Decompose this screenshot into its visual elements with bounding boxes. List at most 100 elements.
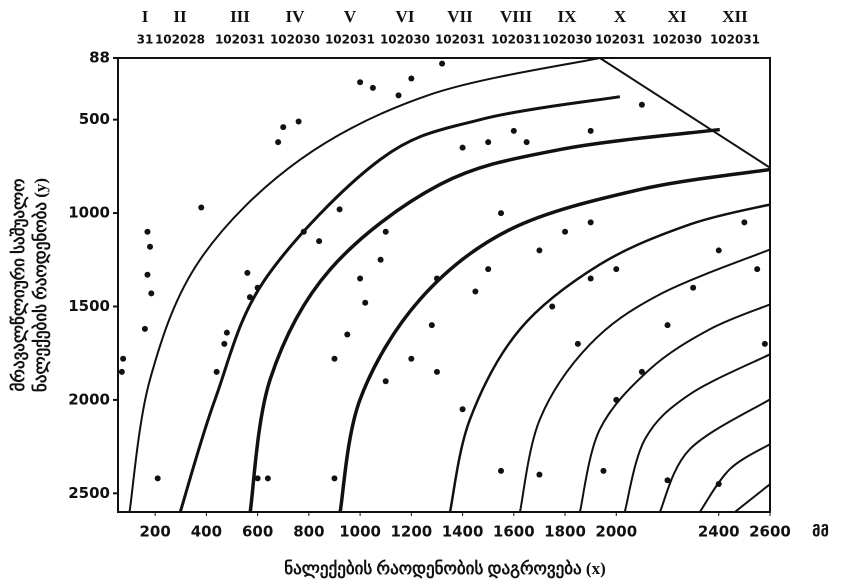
day-label: 102031 bbox=[435, 33, 485, 47]
data-point bbox=[754, 266, 761, 273]
data-point bbox=[221, 340, 228, 347]
data-point bbox=[485, 139, 492, 146]
month-label: II bbox=[173, 7, 187, 26]
day-label: 102030 bbox=[380, 33, 430, 47]
isoline bbox=[448, 203, 771, 513]
day-label: 31 bbox=[137, 33, 154, 47]
data-point bbox=[246, 294, 253, 301]
x-axis-label: ნალექების რაოდენობის დაგროვება (x) bbox=[284, 559, 606, 579]
month-label: IV bbox=[286, 7, 306, 26]
data-point bbox=[523, 139, 530, 146]
y-tick-label: 1000 bbox=[68, 204, 110, 222]
data-point bbox=[377, 256, 384, 263]
data-point bbox=[638, 368, 645, 375]
y-axis-label: მრავალწლიური საშუალო bbox=[9, 179, 29, 392]
month-label: I bbox=[142, 7, 149, 26]
y-axis-label: ნალექების რაოდენობა (y) bbox=[31, 178, 51, 392]
x-unit: მმ bbox=[812, 523, 829, 541]
data-point bbox=[120, 355, 127, 362]
data-point bbox=[613, 266, 620, 273]
y-tick-label: 2000 bbox=[68, 390, 110, 408]
month-label: X bbox=[614, 7, 627, 26]
data-point bbox=[147, 243, 154, 250]
isoline bbox=[599, 57, 771, 169]
x-tick-label: 1200 bbox=[390, 523, 432, 541]
data-point bbox=[498, 467, 505, 474]
data-point bbox=[536, 471, 543, 478]
day-label: 102031 bbox=[710, 33, 760, 47]
isoline bbox=[698, 443, 771, 513]
data-point bbox=[587, 275, 594, 282]
data-point bbox=[408, 75, 415, 82]
data-point bbox=[664, 322, 671, 329]
data-point bbox=[357, 79, 364, 86]
data-point bbox=[600, 467, 607, 474]
data-point bbox=[428, 322, 435, 329]
month-label: VIII bbox=[500, 7, 533, 26]
x-tick-label: 2600 bbox=[749, 523, 791, 541]
isoline bbox=[128, 57, 600, 513]
month-label: XII bbox=[722, 7, 748, 26]
data-point bbox=[336, 206, 343, 213]
data-point bbox=[331, 355, 338, 362]
month-label: V bbox=[344, 7, 357, 26]
data-point bbox=[362, 299, 369, 306]
month-label: III bbox=[230, 7, 250, 26]
data-point bbox=[761, 340, 768, 347]
data-point bbox=[198, 204, 205, 211]
isoline bbox=[578, 303, 771, 513]
x-tick-label: 1000 bbox=[339, 523, 381, 541]
data-point bbox=[613, 396, 620, 403]
data-point bbox=[715, 480, 722, 487]
data-point bbox=[331, 475, 338, 482]
isoline bbox=[338, 167, 771, 513]
data-point bbox=[344, 331, 351, 338]
day-label: 102031 bbox=[325, 33, 375, 47]
data-point bbox=[382, 228, 389, 235]
data-point bbox=[587, 219, 594, 226]
isoline bbox=[248, 127, 721, 513]
data-point bbox=[638, 101, 645, 108]
isoline bbox=[178, 95, 621, 513]
x-tick-label: 2400 bbox=[698, 523, 740, 541]
day-label: 102031 bbox=[491, 33, 541, 47]
data-point bbox=[498, 210, 505, 217]
day-label: 102030 bbox=[542, 33, 592, 47]
day-label: 102031 bbox=[215, 33, 265, 47]
data-point bbox=[549, 303, 556, 310]
month-label: VII bbox=[447, 7, 473, 26]
data-point bbox=[295, 118, 302, 125]
data-point bbox=[485, 266, 492, 273]
data-point bbox=[148, 290, 155, 297]
data-point bbox=[459, 144, 466, 151]
data-point bbox=[510, 127, 517, 134]
y-tick-label: 88 bbox=[89, 49, 110, 67]
data-point bbox=[300, 228, 307, 235]
x-tick-label: 400 bbox=[191, 523, 222, 541]
x-tick-label: 800 bbox=[293, 523, 324, 541]
data-point bbox=[439, 60, 446, 67]
x-tick-label: 2000 bbox=[595, 523, 637, 541]
data-point bbox=[459, 406, 466, 413]
data-point bbox=[223, 329, 230, 336]
month-label: VI bbox=[396, 7, 415, 26]
data-point bbox=[254, 284, 261, 291]
day-label: 102028 bbox=[155, 33, 205, 47]
isoline bbox=[518, 248, 771, 513]
data-point bbox=[144, 228, 151, 235]
day-label: 102031 bbox=[595, 33, 645, 47]
data-point bbox=[690, 284, 697, 291]
x-tick-label: 200 bbox=[139, 523, 170, 541]
data-point bbox=[562, 228, 569, 235]
data-point bbox=[280, 124, 287, 131]
isoline bbox=[623, 353, 771, 513]
data-point bbox=[369, 84, 376, 91]
data-point bbox=[382, 378, 389, 385]
data-point bbox=[141, 325, 148, 332]
data-point bbox=[741, 219, 748, 226]
data-point bbox=[664, 477, 671, 484]
data-point bbox=[213, 368, 220, 375]
data-point bbox=[144, 271, 151, 278]
data-point bbox=[433, 368, 440, 375]
